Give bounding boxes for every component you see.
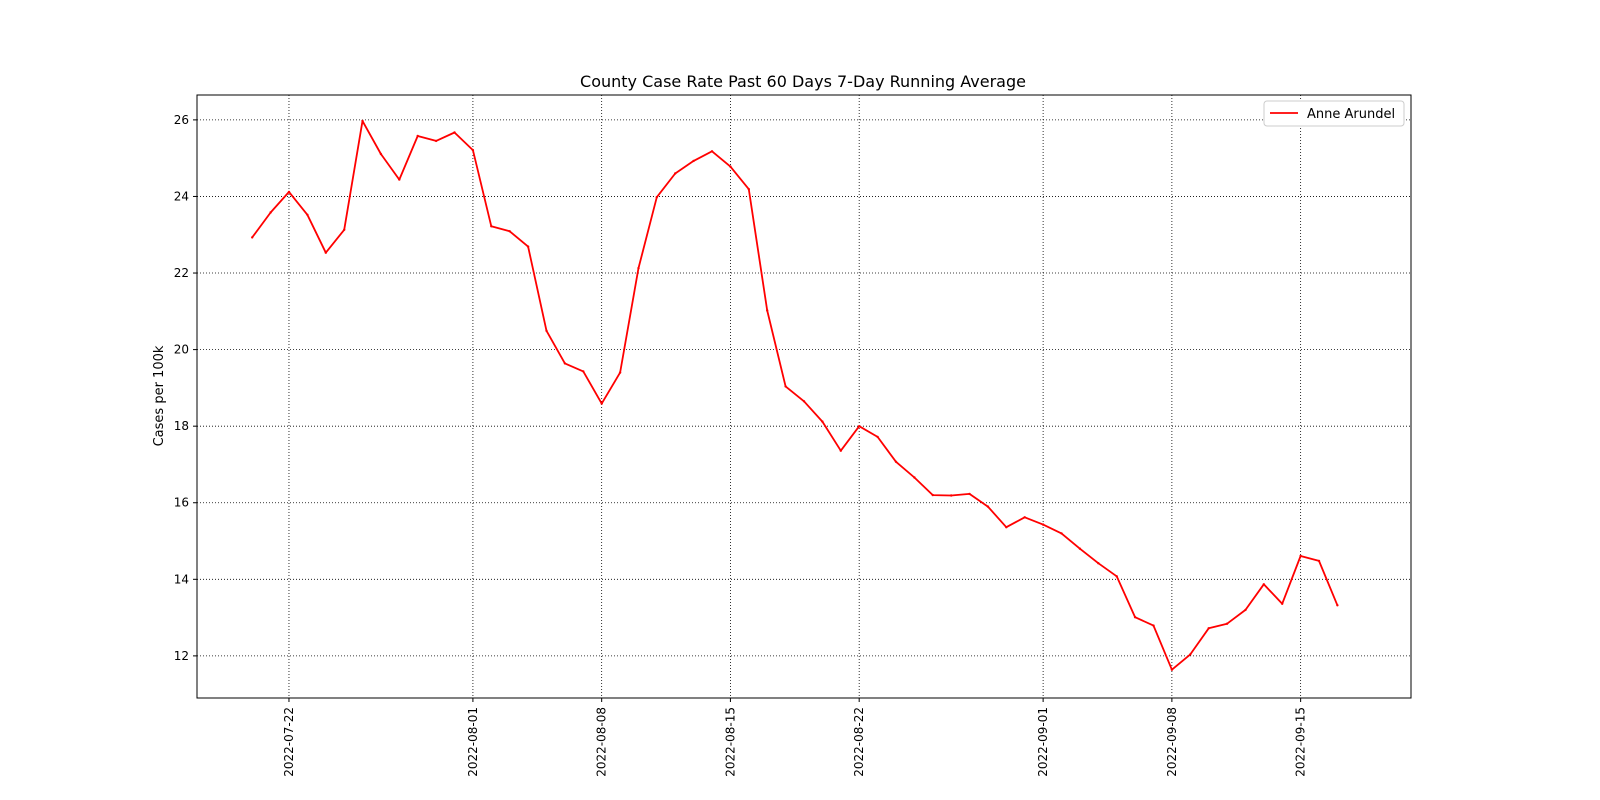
plot-area-frame: [196, 94, 1412, 699]
data-point: [1189, 653, 1192, 656]
data-point: [563, 362, 567, 365]
axis-ticks: 2022-07-22 2022-08-01 2022-08-08 2022-08-15…: [174, 113, 1308, 777]
data-point: [950, 494, 953, 497]
y-tick-label: 14: [174, 572, 189, 586]
data-point: [894, 460, 898, 463]
data-point: [1115, 575, 1118, 578]
data-point: [287, 190, 291, 194]
series-line-anne-arundel: [251, 120, 1339, 671]
x-tick-label: 2022-07-22: [282, 707, 296, 777]
data-point: [1005, 526, 1008, 529]
x-tick-label: 2022-08-22: [852, 707, 866, 777]
data-point: [526, 245, 530, 248]
data-point: [379, 152, 383, 156]
y-tick-label: 18: [174, 419, 189, 433]
data-point: [1299, 554, 1302, 558]
legend: Anne Arundel: [1263, 100, 1405, 127]
data-point: [398, 178, 401, 181]
data-point: [1078, 547, 1082, 550]
data-point: [766, 309, 769, 312]
x-tick-label: 2022-09-01: [1036, 707, 1050, 777]
data-point: [913, 476, 916, 479]
data-point: [858, 425, 861, 428]
data-point: [1262, 583, 1266, 586]
data-point: [1023, 516, 1026, 519]
data-point: [471, 148, 475, 152]
data-point: [710, 150, 714, 153]
data-point: [1041, 523, 1045, 526]
x-tick-label: 2022-08-08: [595, 707, 609, 777]
data-point: [1281, 602, 1284, 605]
data-point: [1244, 608, 1247, 612]
data-point: [1225, 622, 1229, 625]
data-point: [876, 435, 879, 439]
x-tick-label: 2022-09-08: [1165, 707, 1179, 777]
data-point: [729, 165, 732, 168]
grid-lines: [197, 95, 1411, 698]
data-point: [1336, 604, 1339, 607]
data-point: [618, 371, 622, 374]
y-tick-label: 22: [174, 266, 189, 280]
data-point: [1060, 532, 1063, 535]
data-point: [545, 329, 548, 332]
y-axis-label: Cases per 100k: [152, 345, 167, 446]
series-layer: [251, 119, 1339, 671]
y-tick-label: 12: [174, 649, 189, 663]
data-point: [1317, 559, 1321, 563]
y-tick-label: 20: [174, 343, 189, 357]
data-point: [416, 134, 419, 138]
data-point: [361, 119, 364, 123]
data-point: [434, 139, 438, 143]
data-point: [306, 213, 309, 216]
data-point: [784, 385, 787, 388]
chart-title: County Case Rate Past 60 Days 7-Day Runn…: [580, 72, 1026, 91]
data-point: [324, 251, 327, 254]
data-point: [1170, 668, 1174, 671]
data-point: [986, 505, 990, 508]
data-point: [802, 400, 806, 403]
data-point: [508, 230, 511, 233]
data-point: [655, 196, 658, 199]
data-point: [968, 492, 971, 496]
data-point: [453, 131, 456, 134]
legend-label-anne-arundel: Anne Arundel: [1307, 107, 1395, 122]
data-point: [931, 493, 934, 497]
data-point: [600, 402, 603, 405]
y-tick-label: 24: [174, 189, 189, 203]
data-point: [343, 228, 346, 231]
data-point: [839, 449, 842, 452]
data-point: [637, 266, 640, 270]
data-point: [821, 420, 824, 423]
x-tick-label: 2022-08-15: [723, 707, 737, 777]
data-point: [490, 225, 493, 228]
data-point: [1207, 627, 1210, 630]
data-point: [674, 172, 677, 175]
legend-box: [1263, 100, 1405, 127]
data-point: [251, 236, 254, 239]
data-point: [747, 188, 750, 191]
data-point: [269, 211, 272, 214]
data-point: [1152, 624, 1155, 627]
y-tick-label: 16: [174, 496, 189, 510]
data-point: [582, 370, 585, 373]
x-tick-label: 2022-08-01: [466, 707, 480, 777]
data-point: [1133, 616, 1137, 619]
data-point: [692, 159, 695, 163]
data-point: [1097, 562, 1100, 565]
x-tick-label: 2022-09-15: [1294, 707, 1308, 777]
y-tick-label: 26: [174, 113, 189, 127]
